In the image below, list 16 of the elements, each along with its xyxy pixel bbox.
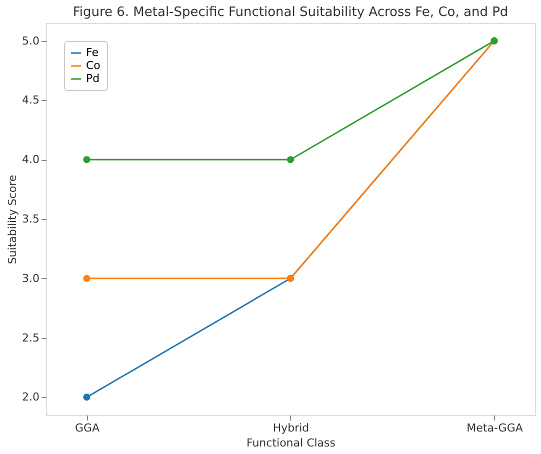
y-axis-title: Suitability Score	[6, 174, 20, 264]
y-tick-label: 3.5	[22, 212, 40, 226]
x-tick-label: GGA	[74, 422, 100, 434]
legend-label: Fe	[86, 46, 99, 59]
y-tick-label: 2.0	[22, 390, 40, 404]
y-tick-label: 2.5	[22, 331, 40, 344]
y-tick-label: 4.5	[22, 94, 40, 107]
legend-label: Co	[86, 59, 101, 72]
y-tick-label: 3.0	[22, 272, 40, 285]
y-tick-label: 5.0	[22, 34, 40, 48]
x-axis-title: Functional Class	[246, 436, 336, 450]
x-tick-label: Hybrid	[272, 422, 310, 434]
legend-label: Pd	[86, 72, 100, 85]
y-tick-label: 4.0	[22, 153, 40, 166]
x-tick-label: Meta-GGA	[466, 422, 524, 434]
chart-title: Figure 6. Metal-Specific Functional Suitability Across Fe, Co, and Pd	[72, 5, 508, 20]
